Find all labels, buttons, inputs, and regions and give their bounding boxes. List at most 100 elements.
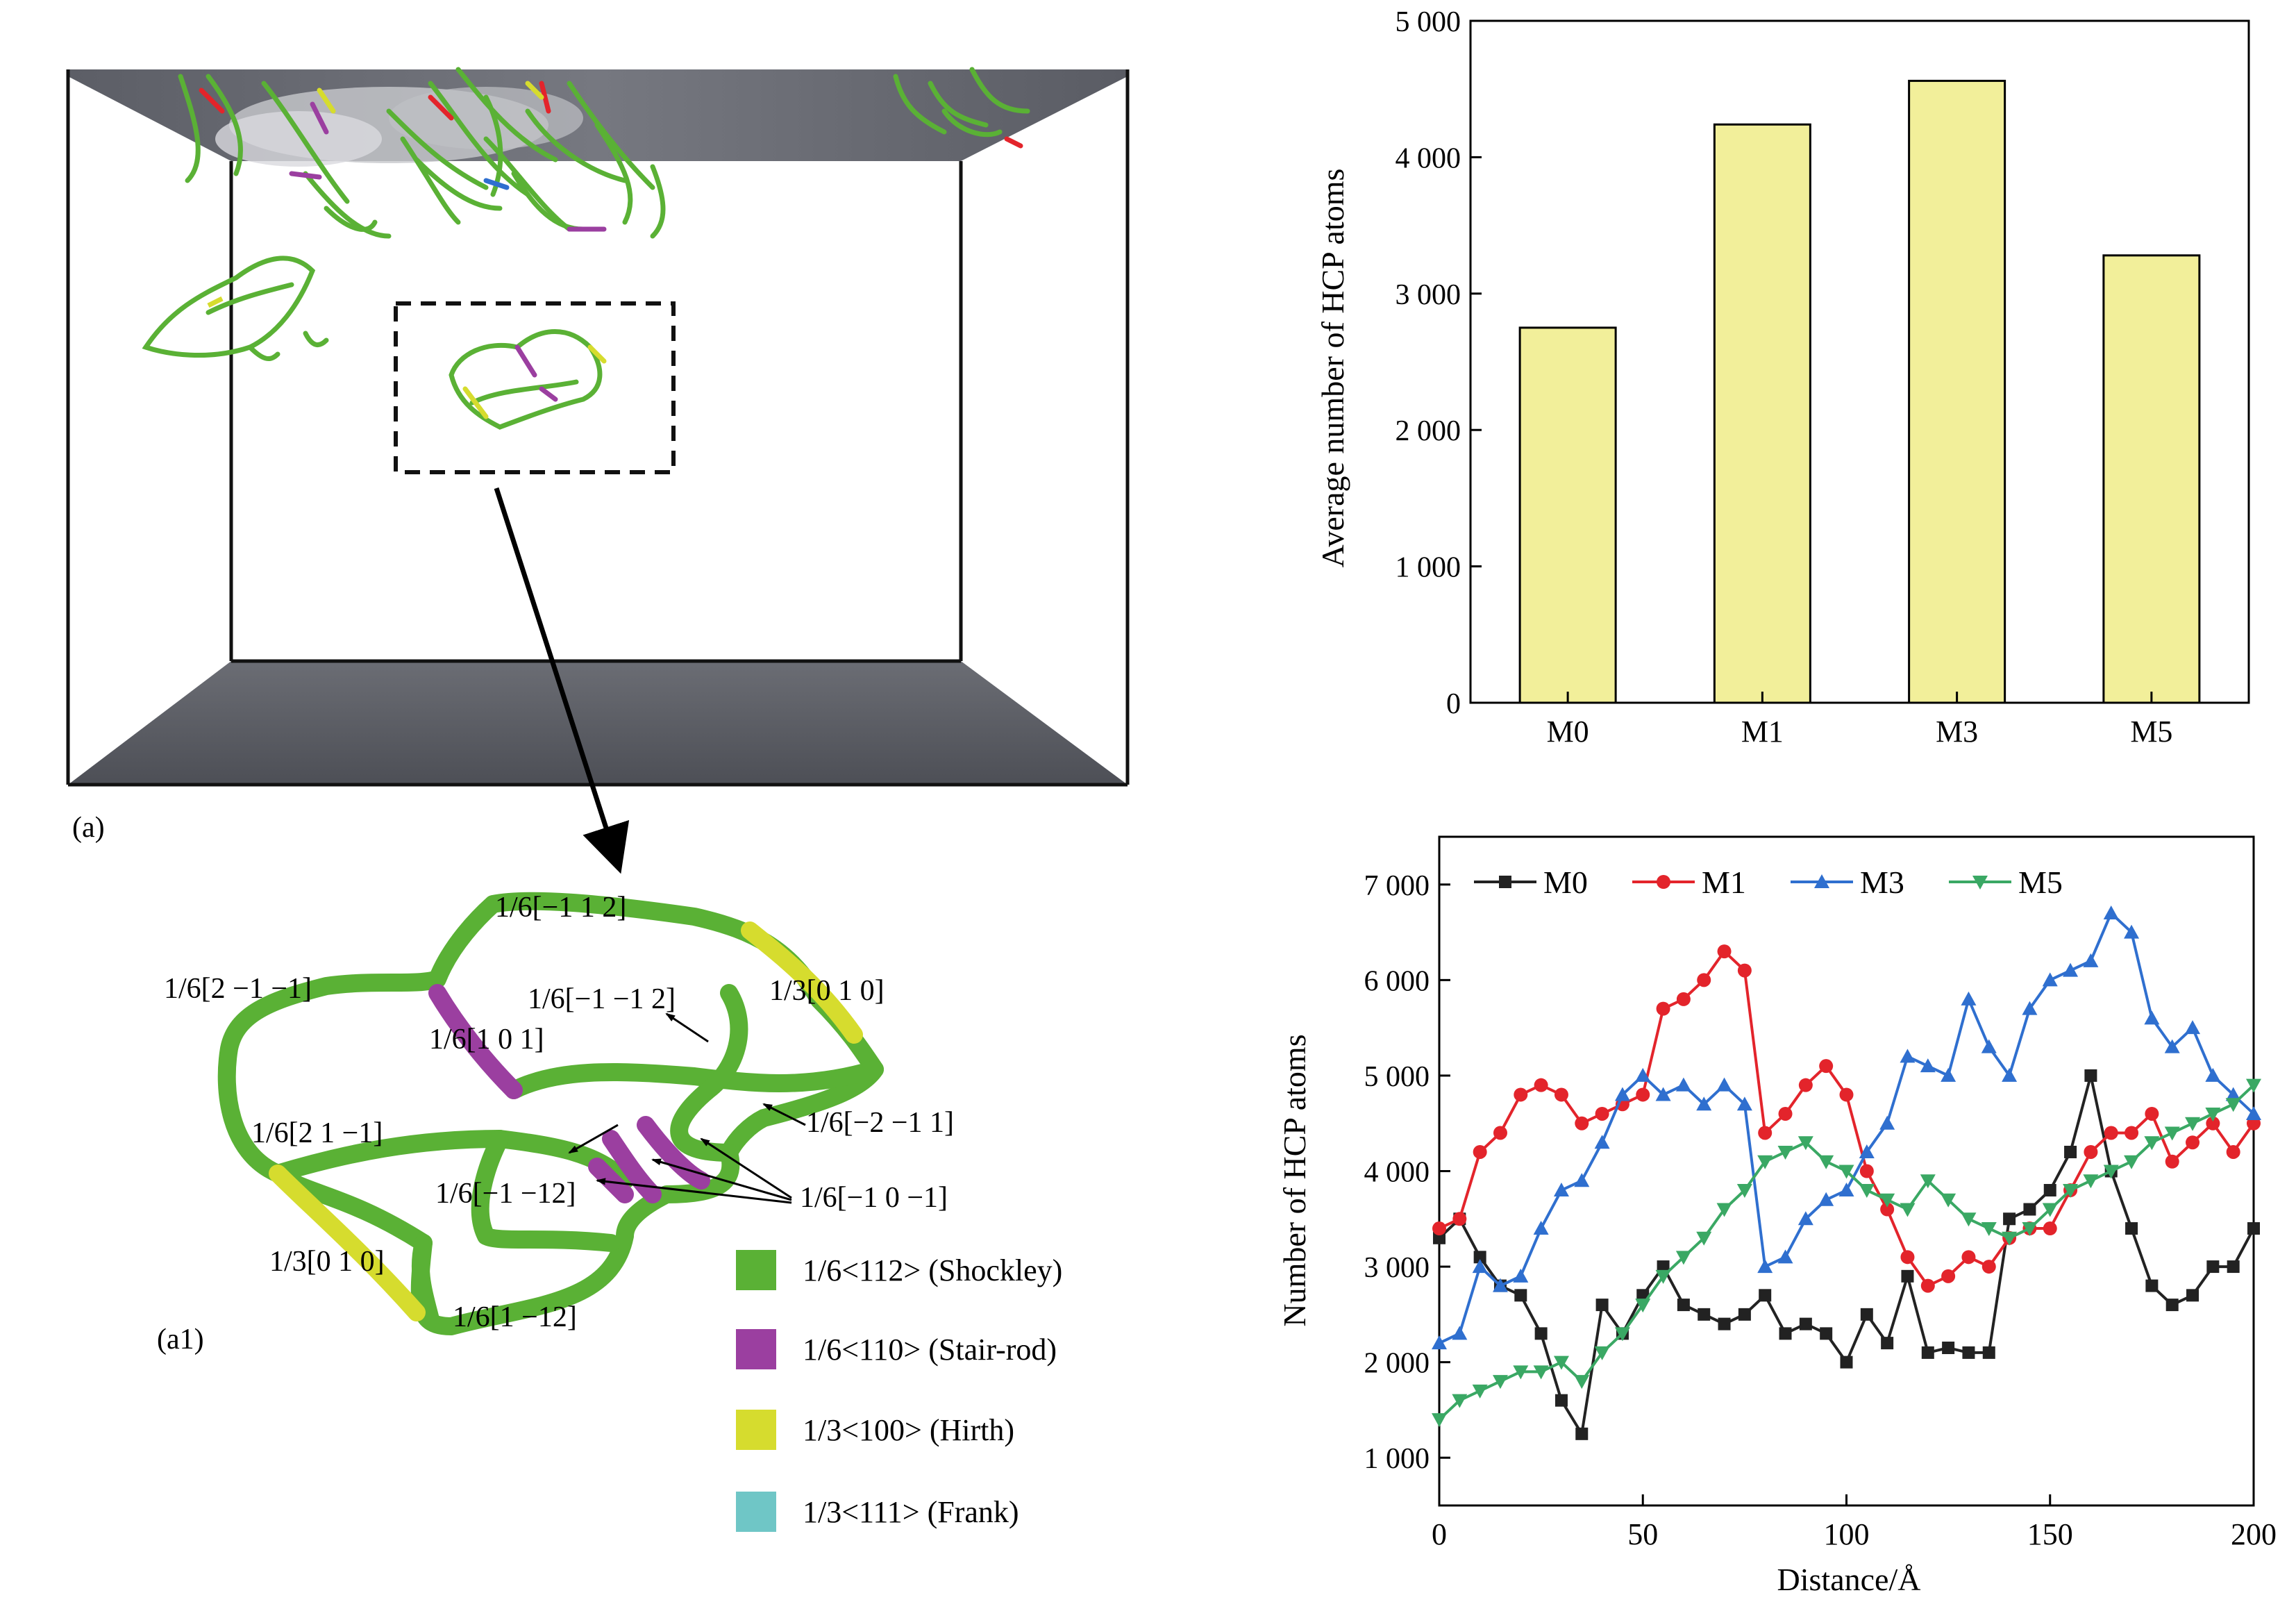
bar-chart-ylabel: Average number of HCP atoms [1315,169,1350,568]
bar-M1 [1713,123,1811,704]
point-M5 [1838,1165,1854,1179]
point-M0 [2227,1260,2240,1274]
bar-ytick-label: 2 000 [1396,415,1461,447]
point-M1 [2145,1106,2159,1121]
point-M3 [1574,1173,1590,1187]
highlight-dashed-box [394,301,676,474]
point-M0 [2206,1260,2220,1274]
point-M0 [1433,1231,1446,1244]
top-short-segments [199,81,1023,232]
point-M3 [1452,1326,1468,1340]
bar-category-label: M0 [1547,715,1589,749]
point-M0 [2125,1222,2138,1235]
burgers-label-9: 1/6[−1 0 −1] [800,1182,948,1214]
point-M5 [2083,1174,2099,1189]
series-M0 [1433,1069,2260,1440]
point-M5 [1594,1346,1610,1360]
line-chart-ylabel: Number of HCP atoms [1277,1034,1312,1326]
point-M1 [1717,944,1732,959]
point-M3 [1777,1249,1793,1264]
point-M0 [1799,1317,1812,1330]
burgers-label-11: 1/6[1 −12] [453,1301,577,1333]
point-M1 [1880,1202,1895,1217]
burgers-label-1: 1/6[−1 1 2] [495,892,626,924]
point-M3 [1879,1115,1895,1130]
zoom-arrow [494,487,630,874]
point-M0 [1982,1346,1995,1359]
point-M3 [1696,1096,1712,1111]
point-M3 [1614,1087,1630,1101]
point-M5 [1432,1413,1447,1428]
point-M5 [1859,1184,1875,1199]
legend-marker-M3 [1814,874,1829,888]
legend-label-shockley: 1/6<112> (Shockley) [803,1253,1062,1287]
point-M0 [1575,1427,1589,1440]
legend-swatch-stair-rod [736,1329,776,1369]
top-dislocation-network [178,67,1030,239]
bar-ytick-label: 0 [1446,688,1461,720]
line-legend-M0: M0 [1474,865,1588,900]
point-M0 [1921,1346,1934,1359]
legend-label-M1: M1 [1702,865,1746,900]
legend-label-M5: M5 [2018,865,2063,900]
line-ytick-label: 7 000 [1364,870,1430,902]
point-M5 [1757,1155,1773,1169]
panel-label-a1: (a1) [157,1324,204,1355]
point-M5 [1736,1184,1752,1199]
left-dislocation-loop [142,256,329,361]
point-M3 [1859,1144,1875,1158]
burgers-label-7: 1/6[−2 −1 1] [806,1107,954,1139]
line-legend-M1: M1 [1632,865,1746,900]
point-M1 [1697,973,1711,987]
point-M1 [2226,1144,2240,1159]
point-M0 [2064,1145,2077,1158]
point-M3 [1492,1278,1508,1292]
line-ytick-label: 5 000 [1364,1061,1430,1093]
point-M3 [1716,1077,1732,1092]
panel-a1-dislocation-detail: 1/6[−1 1 2] 1/6[2 −1 −1] 1/6[−1 −1 2] 1/… [157,892,954,1355]
line-ytick-label: 1 000 [1364,1443,1430,1475]
point-M5 [1675,1251,1691,1265]
bar-category-label: M3 [1936,715,1978,749]
point-M5 [2144,1136,2160,1151]
point-M3 [2124,924,2140,939]
point-M1 [1941,1269,1956,1283]
legend-label-hirth: 1/3<100> (Hirth) [803,1413,1014,1447]
point-M0 [1534,1327,1548,1340]
bar-M0 [1518,326,1617,704]
point-M0 [2084,1069,2097,1082]
point-M1 [1554,1087,1568,1102]
point-M3 [2103,906,2119,920]
point-M1 [1493,1126,1507,1140]
point-M0 [2186,1289,2199,1302]
point-M3 [1736,1096,1752,1111]
point-M0 [1677,1299,1690,1312]
series-M5 [1432,1078,2261,1428]
point-M1 [2165,1154,2179,1169]
point-M0 [1840,1355,1853,1369]
panel-label-a: (a) [72,812,105,844]
line-ytick-label: 4 000 [1364,1157,1430,1189]
line-ytick-label: 2 000 [1364,1348,1430,1380]
point-M3 [2144,1010,2160,1025]
legend-swatch-hirth [736,1410,776,1450]
burgers-label-8: 1/6[−1 −12] [435,1178,576,1210]
line-xtick-label: 50 [1627,1517,1658,1551]
point-M0 [1718,1317,1731,1330]
point-M3 [2185,1020,2201,1035]
point-M5 [1777,1145,1793,1160]
point-M5 [1513,1365,1529,1380]
point-M5 [2225,1098,2241,1112]
point-M3 [1981,1039,1997,1053]
legend-marker-M5 [1972,876,1988,890]
point-M1 [1839,1087,1854,1102]
point-M0 [1657,1260,1670,1274]
point-M3 [2205,1067,2221,1082]
point-M0 [2165,1299,2179,1312]
bar-ytick-label: 1 000 [1396,552,1461,584]
point-M1 [2084,1144,2098,1159]
point-M0 [1759,1289,1772,1302]
point-M1 [1819,1059,1834,1074]
point-M5 [1614,1327,1630,1342]
legend-marker-M0 [1499,876,1511,888]
